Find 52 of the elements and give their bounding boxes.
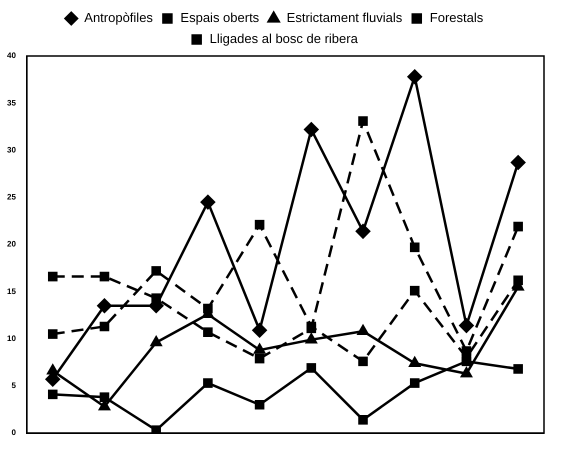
point (304, 122, 319, 137)
legend-label: Lligades al bosc de ribera (210, 31, 359, 46)
point (462, 346, 472, 356)
legend-label: Estrictament fluvials (286, 10, 403, 26)
point (410, 242, 420, 252)
point (254, 220, 264, 230)
y-tick-label: 5 (11, 381, 16, 390)
point (254, 400, 264, 410)
point (203, 327, 213, 337)
y-tick-label: 15 (6, 286, 16, 296)
point (358, 415, 368, 425)
point (48, 390, 58, 400)
point (462, 356, 472, 366)
point (407, 69, 422, 84)
point (409, 357, 420, 368)
y-tick-label: 20 (6, 240, 16, 249)
y-tick-label: 0 (11, 428, 16, 438)
y-tick-label: 30 (6, 145, 16, 154)
point (460, 367, 472, 378)
y-tick-label: 25 (6, 192, 16, 202)
point (100, 392, 110, 402)
point (100, 322, 110, 332)
point (357, 324, 369, 335)
point (513, 222, 523, 232)
point (48, 329, 58, 339)
point (151, 425, 161, 433)
point (203, 378, 213, 388)
point (410, 378, 420, 388)
point (100, 272, 110, 282)
point (356, 224, 370, 239)
point (151, 266, 161, 276)
point (358, 116, 368, 126)
point (306, 363, 316, 373)
point (306, 333, 317, 344)
y-tick-label: 35 (6, 98, 16, 108)
point (459, 318, 474, 333)
y-tick-label: 10 (6, 334, 16, 343)
point (254, 344, 266, 354)
point (97, 298, 112, 314)
point (410, 286, 420, 296)
point (358, 356, 368, 366)
legend-label: Antropòfiles (84, 10, 154, 26)
point (48, 272, 58, 282)
legend-label: Espais oberts (180, 10, 260, 26)
point (150, 336, 162, 346)
y-tick-label: 40 (6, 51, 16, 60)
point (200, 194, 216, 210)
point (254, 354, 264, 364)
point (513, 364, 523, 374)
point (510, 155, 526, 170)
point (252, 323, 267, 338)
legend-label: Forestals (430, 10, 484, 26)
